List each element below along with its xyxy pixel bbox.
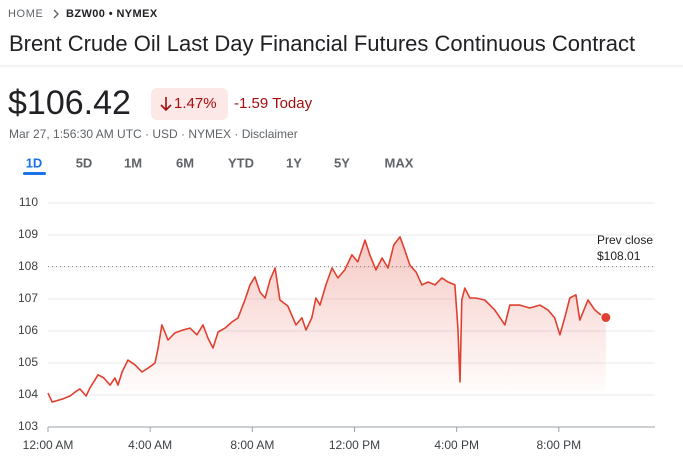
range-tab[interactable]: MAX	[385, 155, 414, 170]
x-tick-label: 8:00 AM	[230, 438, 274, 452]
x-tick-label: 12:00 PM	[329, 438, 380, 452]
x-tick-label: 4:00 AM	[128, 438, 172, 452]
x-tick-label: 8:00 PM	[536, 438, 581, 452]
last-point	[600, 312, 612, 324]
y-tick-label: 105	[18, 355, 38, 369]
range-tabs: 1D 5D 1M 6M YTD 1Y 5Y MAX	[23, 155, 414, 175]
breadcrumb-home[interactable]: HOME	[8, 8, 43, 20]
range-tab[interactable]: 6M	[176, 155, 194, 170]
breadcrumb-symbol: BZW00 • NYMEX	[66, 8, 158, 20]
range-tab[interactable]: 1D	[26, 155, 43, 170]
y-tick-label: 107	[18, 291, 38, 305]
tab-underline	[23, 172, 46, 175]
prev-close-label: Prev close	[597, 233, 653, 247]
x-tick-label: 4:00 PM	[434, 438, 479, 452]
down-arrow	[160, 97, 172, 112]
change: -1.59 Today	[234, 95, 313, 112]
x-tick-label: 12:00 AM	[23, 438, 74, 452]
page-title: Brent Crude Oil Last Day Financial Futur…	[9, 31, 635, 56]
range-tab[interactable]: YTD	[228, 155, 254, 170]
range-tab[interactable]: 5D	[76, 155, 93, 170]
change-percent: 1.47%	[174, 95, 217, 112]
prev-close-value: $108.01	[597, 249, 641, 263]
change-badge	[151, 88, 228, 120]
chart: 103 104 105 106 107 108 109 110 12:00 AM 4:00 AM 8…	[18, 195, 655, 452]
range-tab[interactable]: 5Y	[334, 155, 350, 170]
meta: Mar 27, 1:56:30 AM UTC · USD · NYMEX · D…	[9, 127, 298, 141]
y-tick-label: 106	[18, 323, 38, 337]
y-tick-label: 109	[18, 227, 38, 241]
price: $106.42	[8, 84, 131, 122]
y-tick-label: 104	[18, 387, 38, 401]
area	[48, 236, 606, 402]
y-tick-label: 110	[19, 195, 38, 209]
y-tick-label: 103	[18, 419, 38, 433]
price-line	[47, 236, 607, 403]
range-tab[interactable]: 1M	[124, 155, 142, 170]
y-tick-label: 108	[18, 259, 38, 273]
breadcrumb-chevron	[53, 9, 59, 19]
range-tab[interactable]: 1Y	[286, 155, 302, 170]
